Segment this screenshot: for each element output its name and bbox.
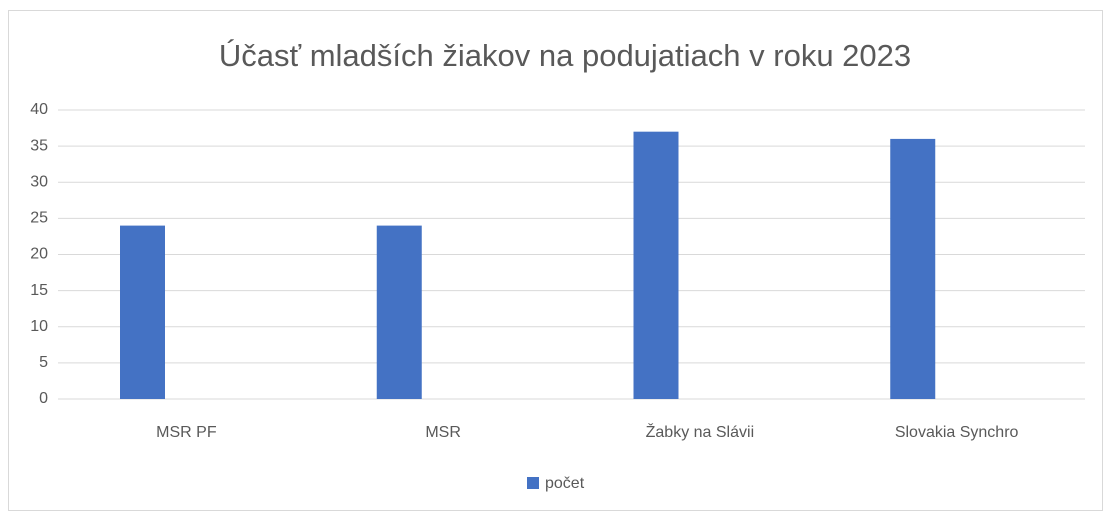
bar <box>376 225 422 399</box>
x-tick-label: MSR PF <box>156 424 217 441</box>
bar <box>633 131 679 400</box>
y-tick-label: 10 <box>30 318 48 335</box>
legend-label: počet <box>545 475 585 492</box>
y-tick-label: 5 <box>39 354 48 371</box>
y-tick-label: 20 <box>30 246 48 263</box>
x-tick-label: Slovakia Synchro <box>895 424 1019 441</box>
y-tick-label: 40 <box>30 101 48 118</box>
y-tick-label: 35 <box>30 137 48 154</box>
bar <box>120 225 165 399</box>
y-tick-label: 25 <box>30 210 48 227</box>
y-tick-label: 0 <box>39 390 48 407</box>
legend-swatch <box>527 477 539 489</box>
x-tick-label: MSR <box>425 424 461 441</box>
chart-title: Účasť mladších žiakov na podujatiach v r… <box>219 38 911 73</box>
y-tick-label: 30 <box>30 173 48 190</box>
x-tick-label: Žabky na Slávii <box>646 422 755 441</box>
y-tick-label: 15 <box>30 282 48 299</box>
bar <box>890 138 936 399</box>
